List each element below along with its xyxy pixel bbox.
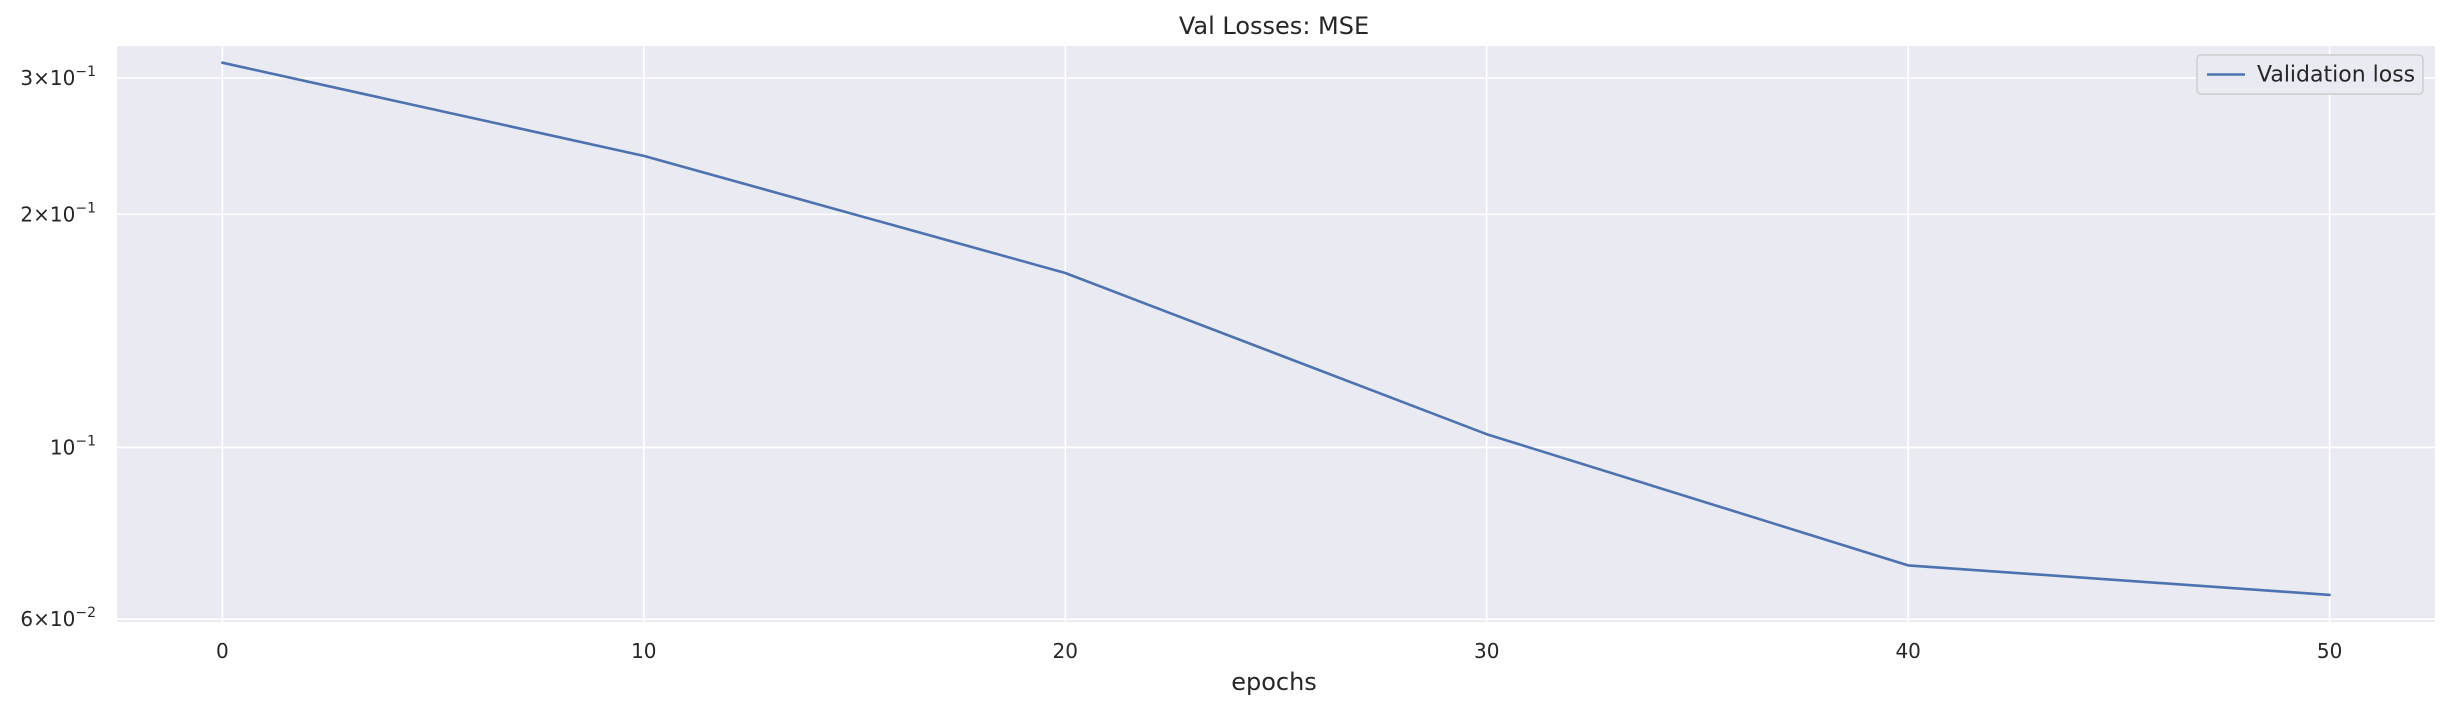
x-axis-label: epochs (1231, 668, 1317, 696)
y-axis-ticks: 3×10−1 2×10−1 10−1 6×10−2 (20, 64, 96, 631)
legend: Validation loss (2196, 54, 2424, 95)
x-tick-label: 30 (1474, 639, 1499, 663)
y-tick-label: 3×10−1 (20, 64, 96, 90)
x-tick-label: 0 (216, 639, 229, 663)
plot-area (117, 46, 2435, 622)
legend-box (2196, 54, 2424, 95)
series-layer (221, 61, 2331, 597)
series-line (221, 61, 2331, 597)
x-tick-label: 10 (631, 639, 656, 663)
x-axis-ticks: 0 10 20 30 40 50 (216, 639, 2342, 663)
y-tick-label: 2×10−1 (20, 200, 96, 226)
grid-lines (117, 46, 2435, 622)
x-tick-label: 20 (1053, 639, 1078, 663)
x-tick-label: 50 (2317, 639, 2342, 663)
chart-title: Val Losses: MSE (1179, 12, 1369, 40)
legend-label: Validation loss (2257, 63, 2415, 88)
y-tick-label: 6×10−2 (20, 605, 96, 631)
y-tick-label: 10−1 (50, 433, 96, 459)
x-tick-label: 40 (1895, 639, 1920, 663)
